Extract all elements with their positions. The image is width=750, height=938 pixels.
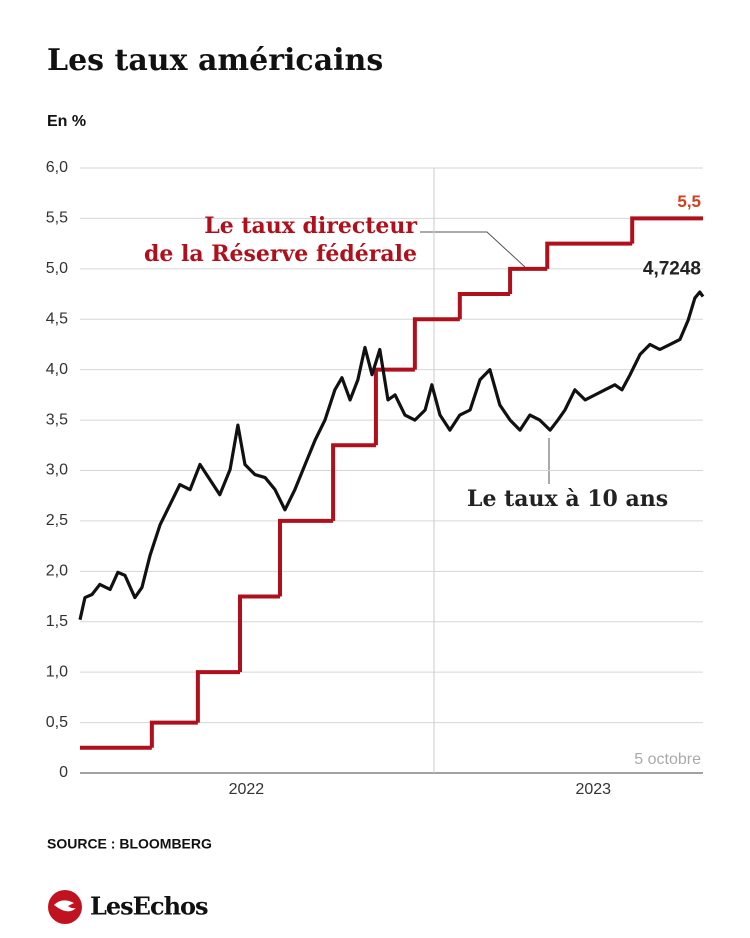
y-tick-label: 6,0 xyxy=(46,159,68,176)
y-tick-label: 1,0 xyxy=(46,663,68,680)
y-tick-label: 2,0 xyxy=(46,563,68,580)
end-label: 5,5 xyxy=(677,192,701,211)
line xyxy=(78,290,705,621)
y-tick-label: 5,0 xyxy=(46,260,68,277)
step-segment xyxy=(149,720,198,748)
y-tick-label: 3,0 xyxy=(46,462,68,479)
series-label: de la Réserve fédérale xyxy=(144,241,417,267)
x-tick-label: 2023 xyxy=(575,781,611,798)
y-tick-label: 4,5 xyxy=(46,310,68,327)
series-label: Le taux à 10 ans xyxy=(467,486,668,512)
step-segment xyxy=(195,670,240,723)
date-note: 5 octobre xyxy=(634,751,701,768)
step-segment xyxy=(277,518,334,597)
y-tick-label: 5,5 xyxy=(46,210,68,227)
end-label: 4,7248 xyxy=(643,259,701,280)
y-tick-label: 1,5 xyxy=(46,613,68,630)
leader-line xyxy=(420,231,526,268)
step-segment xyxy=(373,367,415,446)
step-segment xyxy=(545,241,633,269)
y-tick-label: 3,5 xyxy=(46,411,68,428)
source: SOURCE : BLOOMBERG xyxy=(47,836,212,852)
step-segment xyxy=(412,317,460,370)
step-segment xyxy=(508,266,548,295)
x-tick-label: 2022 xyxy=(229,781,265,798)
y-tick-label: 4,0 xyxy=(46,361,68,378)
step-segment xyxy=(457,292,511,320)
brand: LesEchos xyxy=(90,892,208,921)
y-tick-label: 0,5 xyxy=(46,714,68,731)
series-label: Le taux directeur xyxy=(204,213,417,239)
logo-bird xyxy=(54,900,76,912)
step-segment xyxy=(237,594,280,673)
y-tick-label: 0 xyxy=(59,764,68,781)
y-axis-label: En % xyxy=(47,113,86,130)
y-tick-label: 2,5 xyxy=(46,512,68,529)
step-segment xyxy=(630,216,703,244)
chart-title: Les taux américains xyxy=(47,43,383,78)
step-segment xyxy=(331,443,376,521)
